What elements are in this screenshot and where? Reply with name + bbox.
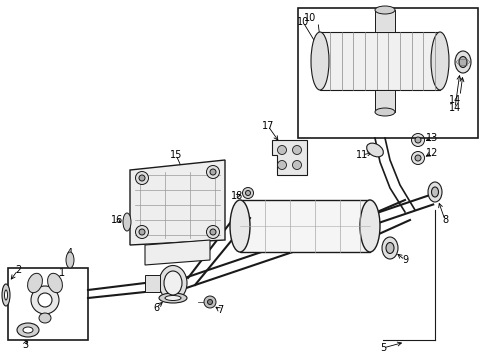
Ellipse shape xyxy=(459,57,467,68)
Text: 16: 16 xyxy=(111,215,123,225)
Ellipse shape xyxy=(277,161,287,170)
Text: 14: 14 xyxy=(449,103,461,113)
Ellipse shape xyxy=(432,187,439,197)
Text: 14: 14 xyxy=(449,95,461,105)
Polygon shape xyxy=(240,200,370,252)
Ellipse shape xyxy=(293,161,301,170)
Ellipse shape xyxy=(2,284,10,306)
Text: 8: 8 xyxy=(442,215,448,225)
Ellipse shape xyxy=(455,51,471,73)
Ellipse shape xyxy=(31,286,59,314)
Ellipse shape xyxy=(123,213,131,231)
Ellipse shape xyxy=(415,155,421,161)
Ellipse shape xyxy=(382,237,398,259)
Text: 2: 2 xyxy=(15,265,21,275)
Polygon shape xyxy=(272,140,307,175)
Ellipse shape xyxy=(375,108,395,116)
Ellipse shape xyxy=(375,6,395,14)
Ellipse shape xyxy=(206,166,220,179)
Text: 11: 11 xyxy=(356,150,368,160)
Ellipse shape xyxy=(293,145,301,154)
Ellipse shape xyxy=(386,243,394,253)
Ellipse shape xyxy=(204,296,216,308)
Ellipse shape xyxy=(243,188,253,198)
Ellipse shape xyxy=(245,190,250,195)
Ellipse shape xyxy=(139,175,145,181)
Ellipse shape xyxy=(311,32,329,90)
Text: 1: 1 xyxy=(59,268,65,278)
Text: 10: 10 xyxy=(304,13,316,23)
Ellipse shape xyxy=(165,296,181,301)
Text: 4: 4 xyxy=(67,248,73,258)
Text: 18: 18 xyxy=(231,191,243,201)
Polygon shape xyxy=(130,160,225,245)
Polygon shape xyxy=(145,240,210,265)
Text: 12: 12 xyxy=(426,148,438,158)
Ellipse shape xyxy=(136,171,148,184)
Ellipse shape xyxy=(360,200,380,252)
Polygon shape xyxy=(375,90,395,112)
Text: 5: 5 xyxy=(380,343,386,353)
Text: 10: 10 xyxy=(297,17,309,27)
Ellipse shape xyxy=(17,323,39,337)
Ellipse shape xyxy=(66,252,74,268)
Ellipse shape xyxy=(159,266,187,301)
Text: 13: 13 xyxy=(426,133,438,143)
Ellipse shape xyxy=(164,271,182,295)
Ellipse shape xyxy=(38,293,52,307)
Ellipse shape xyxy=(39,313,51,323)
Ellipse shape xyxy=(230,200,250,252)
Ellipse shape xyxy=(159,293,187,303)
Text: 7: 7 xyxy=(217,305,223,315)
Ellipse shape xyxy=(23,327,33,333)
Ellipse shape xyxy=(428,182,442,202)
Polygon shape xyxy=(320,32,440,90)
Ellipse shape xyxy=(139,229,145,235)
Bar xyxy=(8,268,88,340)
Ellipse shape xyxy=(431,32,449,90)
Text: 6: 6 xyxy=(153,303,159,313)
Ellipse shape xyxy=(367,143,383,157)
Text: 15: 15 xyxy=(170,150,182,160)
Ellipse shape xyxy=(136,225,148,238)
Polygon shape xyxy=(145,275,160,292)
Ellipse shape xyxy=(48,273,62,293)
Ellipse shape xyxy=(412,152,424,165)
Text: 3: 3 xyxy=(22,340,28,350)
Ellipse shape xyxy=(207,300,213,305)
Bar xyxy=(298,8,478,138)
Polygon shape xyxy=(375,10,395,32)
Ellipse shape xyxy=(4,290,7,300)
Ellipse shape xyxy=(27,273,43,293)
Text: 17: 17 xyxy=(262,121,274,131)
Ellipse shape xyxy=(415,137,421,143)
Text: 9: 9 xyxy=(402,255,408,265)
Ellipse shape xyxy=(210,169,216,175)
Ellipse shape xyxy=(277,145,287,154)
Ellipse shape xyxy=(210,229,216,235)
Ellipse shape xyxy=(206,225,220,238)
Ellipse shape xyxy=(412,134,424,147)
